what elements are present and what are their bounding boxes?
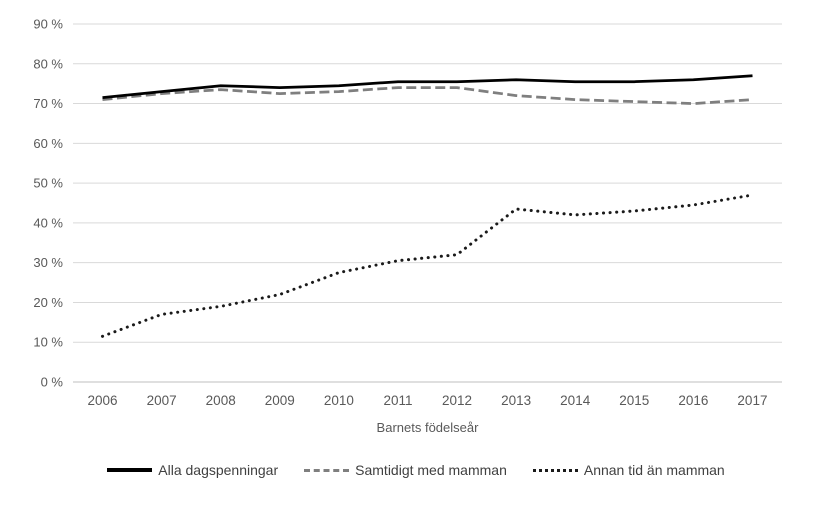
chart-svg: 0 % 10 % 20 % 30 % 40 % 50 % 60 % 70 % 80 % 90 % 2…: [33, 17, 782, 435]
legend-label-annan-tid-an-mamman: Annan tid än mamman: [583, 462, 725, 478]
series-line-dotted: [101, 193, 754, 338]
x-tick-label: 2006: [88, 393, 118, 408]
chart-legend: Alla dagspenningar Samtidigt med mamman …: [0, 457, 832, 483]
y-tick-label: 10 %: [33, 335, 63, 350]
x-tick-label: 2012: [442, 393, 472, 408]
legend-label-alla-dagspenningar: Alla dagspenningar: [158, 462, 279, 478]
legend-label-samtidigt-med-mamman: Samtidigt med mamman: [355, 462, 507, 478]
y-tick-label: 60 %: [33, 136, 63, 151]
legend-item-alla-dagspenningar: Alla dagspenningar: [107, 462, 278, 478]
x-tick-label: 2013: [501, 393, 531, 408]
y-tick-label: 90 %: [33, 17, 63, 32]
y-tick-label: 70 %: [33, 96, 63, 111]
y-tick-label: 50 %: [33, 176, 63, 191]
legend-item-samtidigt-med-mamman: Samtidigt med mamman: [304, 462, 507, 478]
legend-item-annan-tid-an-mamman: Annan tid än mamman: [532, 462, 725, 478]
x-tick-label: 2011: [383, 393, 412, 408]
series-line-solid: [102, 74, 753, 99]
x-axis-title: Barnets födelseår: [377, 420, 480, 435]
legend-swatch-dashed-line-icon: [304, 468, 350, 472]
y-tick-label: 40 %: [33, 215, 63, 230]
x-tick-label: 2015: [619, 393, 649, 408]
y-tick-label: 30 %: [33, 255, 63, 270]
x-tick-label: 2014: [560, 393, 591, 408]
x-tick-label: 2007: [147, 393, 177, 408]
y-tick-label: 80 %: [33, 56, 63, 71]
x-tick-label: 2009: [265, 393, 295, 408]
y-tick-label: 0 %: [41, 375, 64, 390]
x-tick-label: 2016: [678, 393, 708, 408]
x-tick-label: 2010: [324, 393, 354, 408]
legend-swatch-solid-line-icon: [107, 468, 153, 472]
x-tick-label: 2017: [737, 393, 767, 408]
x-tick-label: 2008: [206, 393, 236, 408]
legend-swatch-dotted-line-icon: [532, 468, 578, 472]
y-tick-label: 20 %: [33, 295, 63, 310]
series-line-dashed: [102, 86, 753, 105]
